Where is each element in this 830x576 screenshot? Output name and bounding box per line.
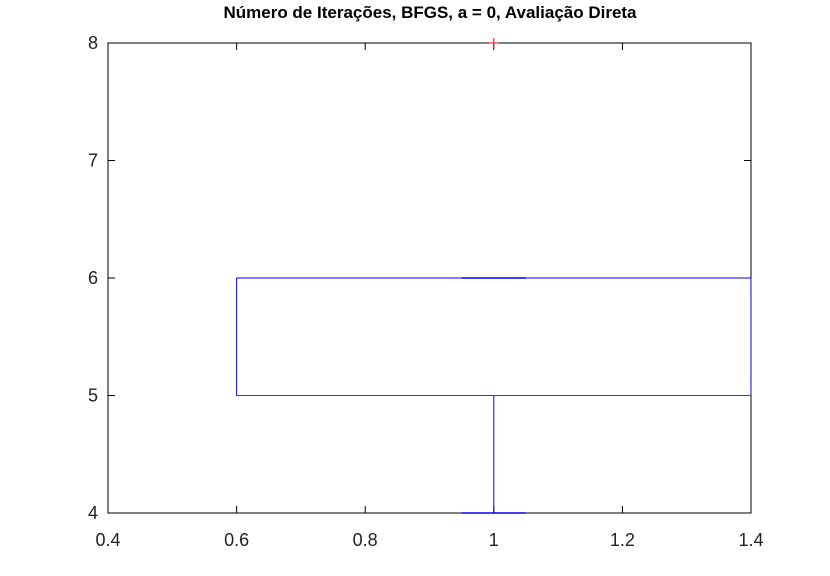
box-series (236, 38, 752, 514)
y-axis: 4 5 6 7 8 (88, 33, 751, 523)
x-axis: 0.4 0.6 0.8 1 1.2 1.4 (95, 43, 764, 550)
outlier-marker (488, 38, 499, 48)
y-tick-label: 7 (88, 151, 98, 171)
chart-title: Número de Iterações, BFGS, a = 0, Avalia… (223, 3, 637, 22)
x-tick-label: 0.4 (95, 530, 120, 550)
y-tick-label: 8 (88, 33, 98, 53)
x-tick-label: 0.8 (353, 530, 378, 550)
x-tick-label: 1.2 (610, 530, 635, 550)
box-iqr (236, 277, 752, 396)
y-tick-label: 5 (88, 386, 98, 406)
x-tick-label: 1.4 (738, 530, 763, 550)
y-tick-label: 6 (88, 268, 98, 288)
y-tick-label: 4 (88, 503, 98, 523)
x-tick-label: 0.6 (224, 530, 249, 550)
x-tick-label: 1 (489, 530, 499, 550)
